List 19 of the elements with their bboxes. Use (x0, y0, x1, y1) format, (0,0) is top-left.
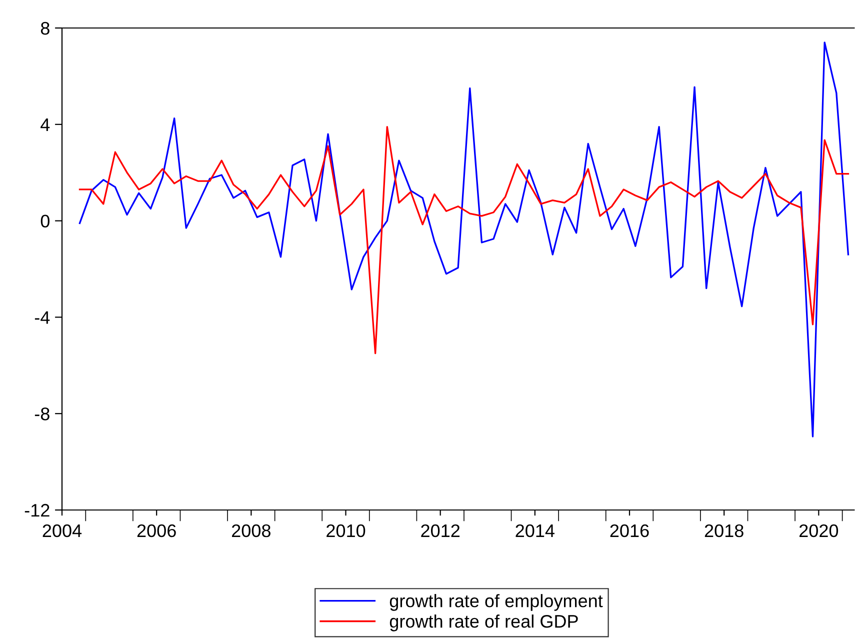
x-tick-label: 2014 (516, 524, 554, 538)
y-tick-label: 4 (40, 118, 50, 131)
legend-label: growth rate of employment (390, 594, 603, 611)
y-tick-label: -4 (34, 311, 50, 324)
x-tick-label: 2006 (137, 524, 176, 538)
y-tick-label: -12 (24, 504, 50, 517)
x-tick-label: 2012 (421, 524, 460, 538)
line-series (78, 42, 850, 438)
line-series (78, 126, 850, 354)
x-tick-label: 2016 (610, 524, 649, 538)
x-tick-label: 2020 (800, 524, 838, 538)
x-tick-label: 2010 (326, 524, 366, 538)
x-tick-label: 2018 (704, 524, 744, 538)
x-tick-label: 2008 (232, 524, 270, 538)
y-tick-label: 0 (40, 214, 50, 228)
y-tick-label: 8 (40, 22, 50, 35)
y-tick-label: -8 (34, 408, 50, 420)
x-tick-label: 2004 (42, 524, 82, 538)
legend-label: growth rate of real GDP (390, 614, 578, 632)
